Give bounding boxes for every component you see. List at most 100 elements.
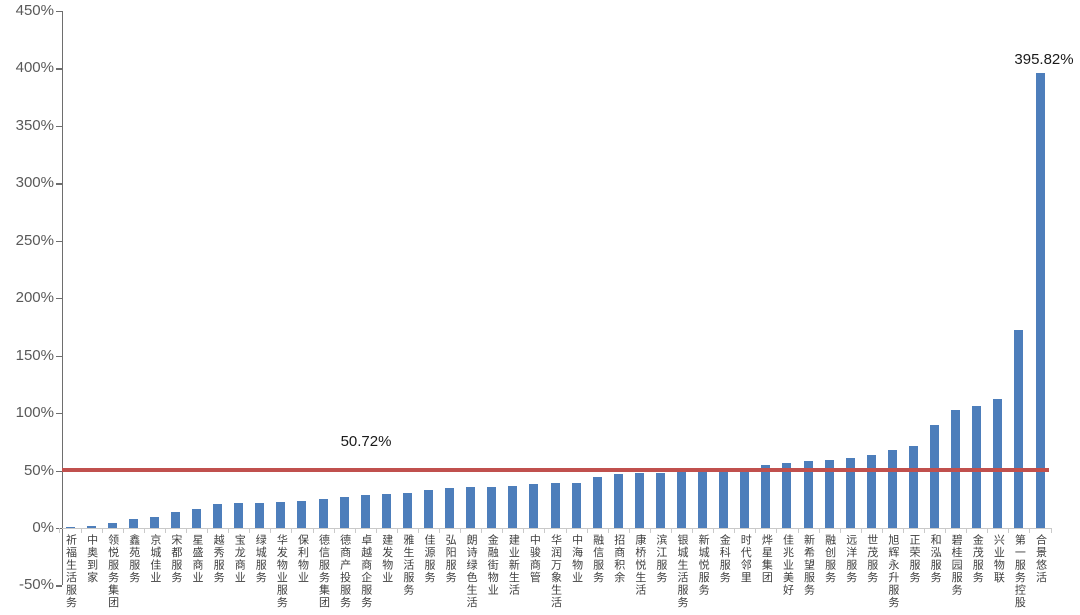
y-axis-line: [62, 10, 64, 586]
y-tick-mark: [56, 528, 62, 530]
bar: [402, 492, 412, 528]
x-tick-mark: [59, 528, 61, 533]
bar: [803, 461, 813, 528]
bar: [761, 464, 771, 528]
y-tick-label: -50%: [18, 576, 54, 594]
x-tick-mark: [734, 528, 736, 533]
x-tick-mark: [481, 528, 483, 533]
x-tick-mark: [1008, 528, 1010, 533]
category-label: 宋都服务: [169, 534, 182, 584]
x-tick-mark: [1050, 528, 1052, 533]
category-label: 佳兆业美好: [781, 534, 794, 597]
category-label: 滨江服务: [654, 534, 667, 584]
category-label: 佳源服务: [422, 534, 435, 584]
x-axis-line: [62, 528, 1052, 530]
x-tick-mark: [670, 528, 672, 533]
x-tick-mark: [713, 528, 715, 533]
bar: [993, 399, 1003, 528]
x-tick-mark: [249, 528, 251, 533]
x-tick-mark: [101, 528, 103, 533]
x-tick-mark: [586, 528, 588, 533]
category-label: 星盛商业: [191, 534, 204, 584]
bar: [930, 424, 940, 528]
category-label: 远洋服务: [844, 534, 857, 584]
x-tick-mark: [565, 528, 567, 533]
bar: [677, 472, 687, 528]
category-label: 兴业物联: [992, 534, 1005, 584]
category-label: 弘阳服务: [444, 534, 457, 584]
x-tick-mark: [354, 528, 356, 533]
bar: [845, 457, 855, 528]
y-tick-label: 0%: [32, 519, 54, 536]
x-tick-mark: [396, 528, 398, 533]
category-label: 烨星集团: [760, 534, 773, 584]
category-label: 合景悠活: [1034, 534, 1047, 584]
bar: [255, 502, 265, 528]
bar: [65, 526, 75, 528]
category-label: 招商积余: [612, 534, 625, 584]
category-label: 领悦服务集团: [106, 534, 119, 609]
x-tick-mark: [776, 528, 778, 533]
x-tick-mark: [924, 528, 926, 533]
x-tick-mark: [270, 528, 272, 533]
category-label: 世茂服务: [865, 534, 878, 584]
category-label: 建发物业: [380, 534, 393, 584]
y-tick-label: 150%: [15, 346, 54, 364]
y-tick-mark: [56, 10, 62, 13]
x-tick-mark: [544, 528, 546, 533]
y-tick-mark: [56, 68, 62, 70]
category-label: 绿城服务: [254, 534, 267, 584]
category-label: 中海物业: [570, 534, 583, 584]
bar: [192, 509, 202, 528]
bar: [613, 473, 623, 528]
bar: [698, 471, 708, 528]
category-label: 祈福生活服务: [64, 534, 77, 609]
bar: [824, 460, 834, 528]
bar: [1035, 73, 1045, 528]
x-tick-mark: [692, 528, 694, 533]
category-label: 德商产投服务: [338, 534, 351, 609]
bar: [487, 486, 497, 528]
x-tick-mark: [628, 528, 630, 533]
bar: [276, 502, 286, 528]
x-tick-mark: [755, 528, 757, 533]
category-label: 康桥悦生活: [633, 534, 646, 597]
y-tick-label: 300%: [15, 174, 54, 192]
bar: [360, 494, 370, 528]
category-label: 银城生活服务: [676, 534, 689, 609]
x-tick-mark: [460, 528, 462, 533]
x-tick-mark: [291, 528, 293, 533]
x-tick-mark: [312, 528, 314, 533]
bar: [655, 472, 665, 528]
y-tick-label: 200%: [15, 289, 54, 307]
max-value-label: 395.82%: [1014, 51, 1074, 69]
y-tick-label: 350%: [15, 116, 54, 134]
bar: [634, 473, 644, 528]
category-label: 金茂服务: [971, 534, 984, 584]
bar: [170, 512, 180, 528]
bar: [908, 445, 918, 528]
bar: [297, 500, 307, 528]
x-tick-mark: [207, 528, 209, 533]
x-tick-mark: [902, 528, 904, 533]
category-label: 中奥到家: [85, 534, 98, 584]
bar: [866, 455, 876, 528]
x-tick-mark: [1029, 528, 1031, 533]
x-tick-mark: [122, 528, 124, 533]
bar: [107, 522, 117, 528]
reference-line: [62, 467, 1049, 472]
bar: [508, 486, 518, 528]
category-label: 京城佳业: [148, 534, 161, 584]
bar: [149, 516, 159, 528]
y-tick-mark: [56, 125, 62, 128]
category-label: 卓越商企服务: [359, 534, 372, 609]
x-tick-mark: [945, 528, 947, 533]
x-tick-mark: [649, 528, 651, 533]
bar: [887, 449, 897, 528]
reference-line-label: 50.72%: [340, 433, 392, 450]
bar: [466, 487, 476, 528]
category-label: 金融街物业: [486, 534, 499, 597]
category-label: 华发物业服务: [275, 534, 288, 609]
y-tick-label: 450%: [15, 1, 54, 19]
